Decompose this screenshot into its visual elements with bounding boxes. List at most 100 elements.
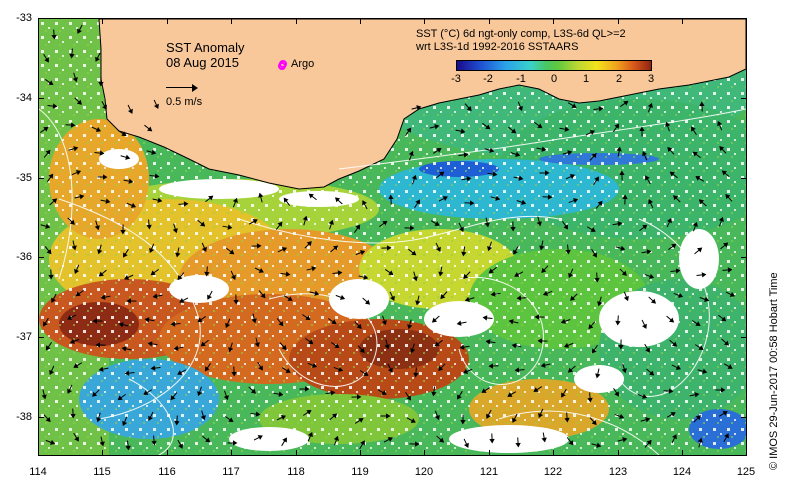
colorbar [456,60,652,71]
current-arrowhead [302,215,308,221]
current-arrowhead [621,270,627,276]
current-arrowhead [151,149,157,155]
current-arrowhead [645,175,650,181]
current-arrowhead [363,371,369,376]
current-arrowhead [720,387,726,393]
current-arrowhead [152,293,158,299]
current-arrowhead [722,411,728,416]
current-arrowhead [591,348,597,354]
current-arrowhead [338,366,344,372]
current-arrowhead [645,347,650,353]
current-arrowhead [667,146,673,153]
current-arrowhead [330,390,336,396]
current-arrowhead [438,365,444,371]
current-arrowhead [511,128,517,134]
current-arrowhead [646,439,652,446]
current-arrowhead [45,345,51,351]
current-arrowhead [306,409,312,415]
current-arrowhead [126,298,132,304]
current-arrowhead [99,441,105,447]
current-arrowhead [71,245,77,251]
current-arrowhead [466,176,472,182]
current-arrowhead [717,120,723,127]
lat-label: -36 [16,251,32,263]
current-arrowhead [567,150,573,156]
current-arrowhead [98,271,104,277]
current-arrowhead [442,196,448,201]
current-arrowhead [461,251,467,257]
current-arrowhead [485,124,491,130]
current-arrowhead [49,369,55,375]
current-arrowhead [387,367,393,373]
colorbar-tick: 0 [550,73,558,85]
current-arrowhead [252,219,258,224]
current-arrowhead [727,267,733,273]
current-arrowhead [697,437,703,443]
current-arrowhead [698,199,705,205]
current-arrowhead [339,294,346,300]
lon-label: 116 [158,466,176,478]
current-arrowhead [170,395,176,401]
current-arrowhead [69,53,75,59]
current-arrowhead [617,221,623,227]
current-arrowhead [51,198,58,204]
current-arrowhead [362,200,367,206]
current-arrowhead [538,412,544,418]
current-arrowhead [311,362,318,368]
current-arrowhead [594,277,600,283]
current-arrowhead [411,174,417,180]
argo-label: Argo [291,58,315,70]
current-arrowhead [614,391,619,397]
colorbar-tick: 3 [647,73,655,85]
current-arrowhead [123,252,128,258]
lat-label: -33 [16,12,32,24]
current-arrowhead [153,103,159,109]
current-arrowhead [721,316,727,322]
current-arrowhead [333,435,339,441]
current-arrowhead [128,108,133,114]
current-arrowhead [121,346,127,352]
current-arrowhead [619,170,625,176]
sst-map[interactable] [38,18,747,456]
current-arrowhead [308,339,314,345]
colorbar-tick: -2 [483,73,493,85]
current-arrowhead [333,245,339,251]
current-arrowhead [597,200,603,206]
current-arrowhead [122,420,128,427]
current-arrowhead [307,431,313,438]
current-arrowhead [178,443,183,449]
current-arrowhead [675,268,681,274]
current-arrowhead [314,290,320,296]
current-arrowhead [673,195,679,201]
current-arrowhead [645,417,651,423]
current-arrowhead [595,373,601,379]
colorbar-title: SST (°C) 6d ngt-only comp, L3S-6d QL>=2 … [416,28,626,54]
current-arrowhead [51,297,56,303]
current-arrowhead [464,296,470,302]
current-arrowhead [507,392,513,397]
current-arrowhead [254,342,260,348]
current-arrowhead [177,370,183,375]
current-arrowhead [511,343,517,349]
missing-data-areas [99,149,719,453]
current-arrowhead [597,301,603,307]
current-arrowhead [669,317,675,323]
current-arrowhead [227,224,233,230]
current-arrowhead [43,321,48,327]
current-arrowhead [257,435,263,440]
current-arrowhead [70,413,76,419]
current-arrowhead [69,219,75,225]
current-arrowhead [124,274,130,280]
current-arrowhead [616,146,622,152]
current-arrowhead [406,395,412,401]
current-arrowhead [95,56,100,62]
current-arrowhead [489,438,495,444]
current-arrowhead [463,273,469,279]
current-vectors [40,24,735,451]
current-arrowhead [649,370,655,376]
current-arrowhead [41,394,47,400]
current-arrowhead [381,390,387,395]
current-arrowhead [723,242,729,248]
current-arrowhead [356,394,362,400]
current-arrowhead [542,290,549,296]
